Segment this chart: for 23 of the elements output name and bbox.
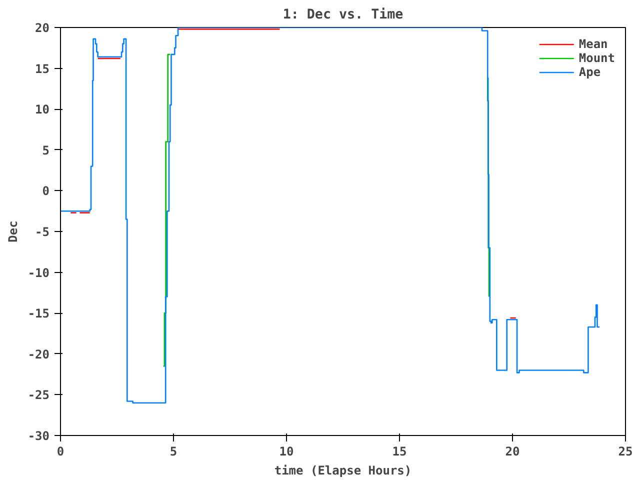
y-tick-label: -20 [28, 347, 50, 362]
y-tick-label: -10 [28, 266, 50, 280]
y-tick-label: 10 [35, 102, 50, 117]
y-axis-title: Dec [6, 220, 20, 242]
x-tick-label: 20 [505, 444, 520, 458]
x-tick-label: 15 [392, 444, 407, 458]
y-tick-label: 5 [42, 143, 50, 158]
x-tick-label: 25 [618, 444, 633, 458]
y-tick-label: 20 [35, 21, 50, 35]
legend-label: Mean [578, 37, 608, 51]
x-tick-label: 10 [279, 444, 294, 458]
y-tick-label: -30 [28, 429, 50, 443]
y-tick-label: 0 [42, 184, 50, 198]
y-tick-label: 15 [35, 62, 50, 76]
x-tick-label: 5 [170, 444, 178, 458]
legend-label: Mount [578, 51, 615, 65]
y-tick-label: -15 [28, 306, 50, 321]
x-tick-label: 0 [56, 444, 64, 458]
legend-label: Ape [578, 65, 601, 79]
y-tick-label: -25 [28, 388, 50, 402]
y-tick-label: -5 [35, 225, 50, 239]
chart-title: 1: Dec vs. Time [282, 8, 404, 22]
x-axis-title: time (Elapse Hours) [274, 464, 412, 478]
